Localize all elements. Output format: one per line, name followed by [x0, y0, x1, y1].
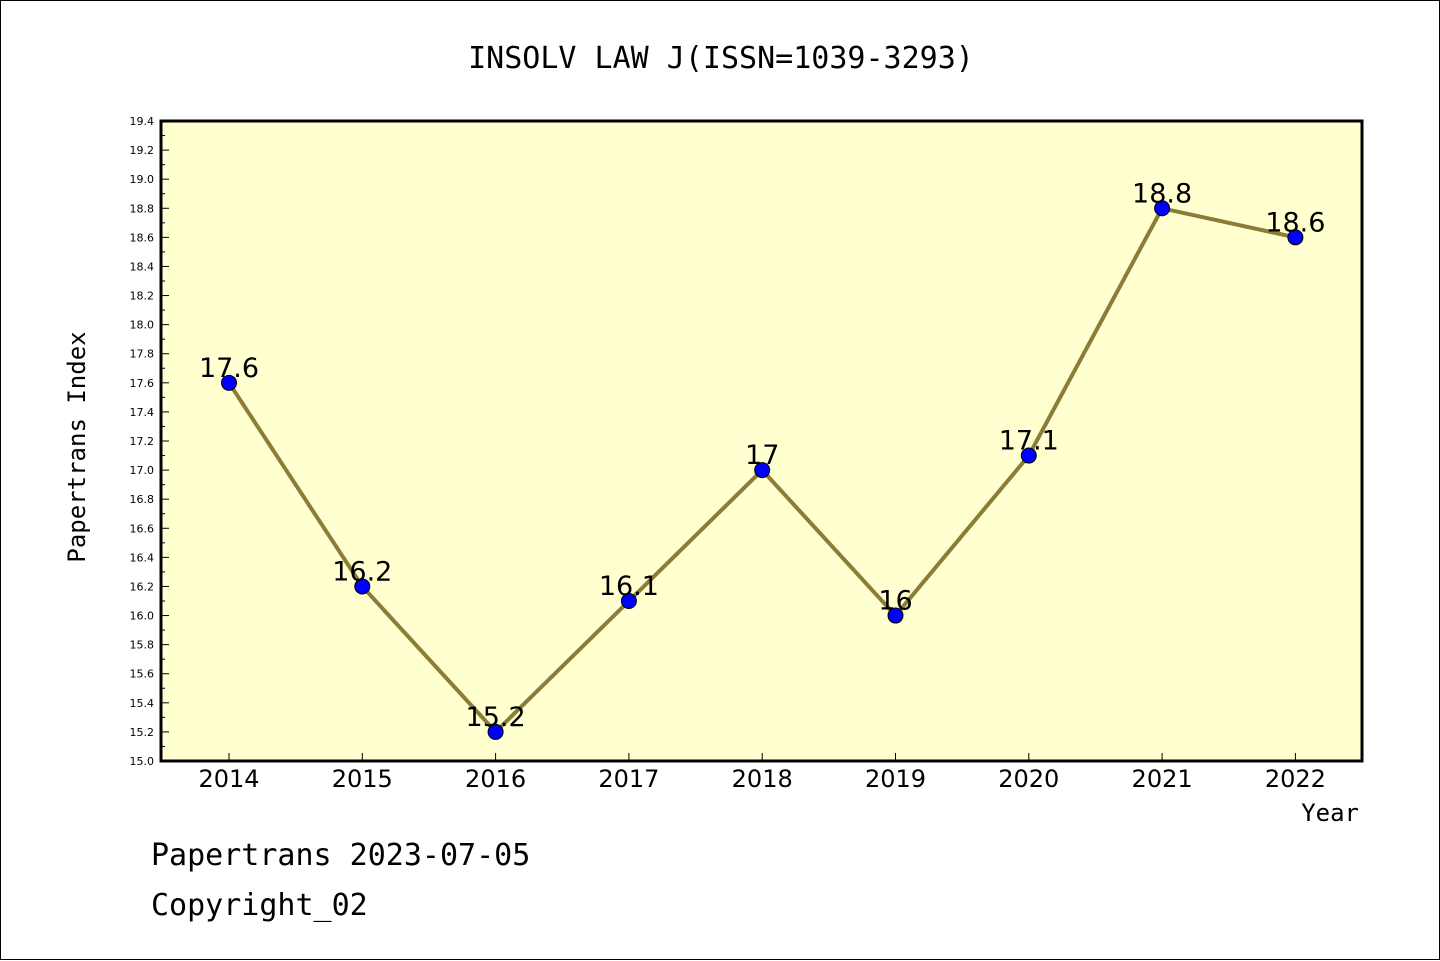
y-tick-label: 15.4 [130, 697, 155, 710]
data-point [354, 578, 371, 595]
footer-copyright: Copyright_02 [151, 888, 368, 923]
y-tick-label: 18.4 [130, 260, 155, 273]
y-tick-label: 16.6 [130, 522, 155, 535]
y-tick-label: 15.2 [130, 726, 155, 739]
series-markers [221, 200, 1304, 740]
data-label: 18.8 [1132, 178, 1192, 209]
x-tick-label: 2016 [465, 765, 526, 793]
data-point [1287, 229, 1304, 246]
y-tick-label: 16.2 [130, 580, 155, 593]
x-tick-label: 2015 [332, 765, 393, 793]
y-tick-label: 19.2 [130, 144, 155, 157]
y-tick-label: 16.8 [130, 493, 155, 506]
data-point [487, 723, 504, 740]
data-label: 17.6 [199, 353, 259, 384]
y-tick-label: 18.8 [130, 202, 155, 215]
data-point [754, 462, 771, 479]
x-tick-label: 2020 [998, 765, 1059, 793]
y-tick-label: 18.2 [130, 290, 155, 303]
data-label: 17 [745, 440, 779, 471]
y-tick-label: 18.6 [130, 231, 155, 244]
y-tick-label: 19.4 [130, 115, 155, 128]
y-tick-label: 16.4 [130, 551, 155, 564]
x-tick-label: 2019 [865, 765, 926, 793]
y-tick-label: 17.0 [130, 464, 155, 477]
x-tick-label: 2017 [598, 765, 659, 793]
data-label: 16.2 [332, 556, 392, 587]
data-point [1020, 447, 1037, 464]
data-point [221, 374, 237, 391]
y-tick-label: 15.6 [130, 668, 155, 681]
data-label: 15.2 [466, 702, 526, 733]
data-point [887, 607, 904, 624]
x-tick-label: 2021 [1132, 765, 1193, 793]
y-tick-label: 15.0 [130, 755, 155, 768]
plot-area [159, 119, 1364, 763]
y-tick-label: 17.8 [130, 348, 155, 361]
x-tick-label: 2014 [198, 765, 259, 793]
y-tick-label: 18.0 [130, 319, 155, 332]
data-label: 16.1 [599, 571, 659, 602]
y-tick-label: 17.4 [130, 406, 155, 419]
y-tick-label: 17.2 [130, 435, 155, 448]
y-axis-label: Papertrans Index [63, 331, 91, 562]
chart-title: INSOLV LAW J(ISSN=1039-3293) [468, 41, 974, 76]
y-tick-label: 19.0 [130, 173, 155, 186]
footer-date: Papertrans 2023-07-05 [151, 838, 530, 873]
data-point [620, 593, 637, 609]
data-label: 17.1 [999, 426, 1059, 457]
y-tick-label: 17.6 [130, 377, 155, 390]
data-label: 16 [878, 586, 912, 617]
x-tick-label: 2018 [732, 765, 793, 793]
y-tick-label: 15.8 [130, 639, 155, 652]
x-tick-label: 2022 [1265, 765, 1326, 793]
data-point [1154, 200, 1171, 217]
x-axis: 2014 2015 2016 2017 2018 2019 2020 2021 2022 [198, 753, 1326, 793]
y-axis: 15.0 15.2 15.4 15.6 15.8 16.0 16.2 16.4 16.6 16.8… [130, 115, 169, 768]
data-label: 18.6 [1265, 207, 1325, 238]
x-axis-label: Year [1301, 799, 1359, 827]
data-labels: 17.6 16.2 15.2 16.1 17 16 17.1 18.8 18.6 [199, 178, 1326, 733]
y-tick-label: 16.0 [130, 610, 155, 623]
